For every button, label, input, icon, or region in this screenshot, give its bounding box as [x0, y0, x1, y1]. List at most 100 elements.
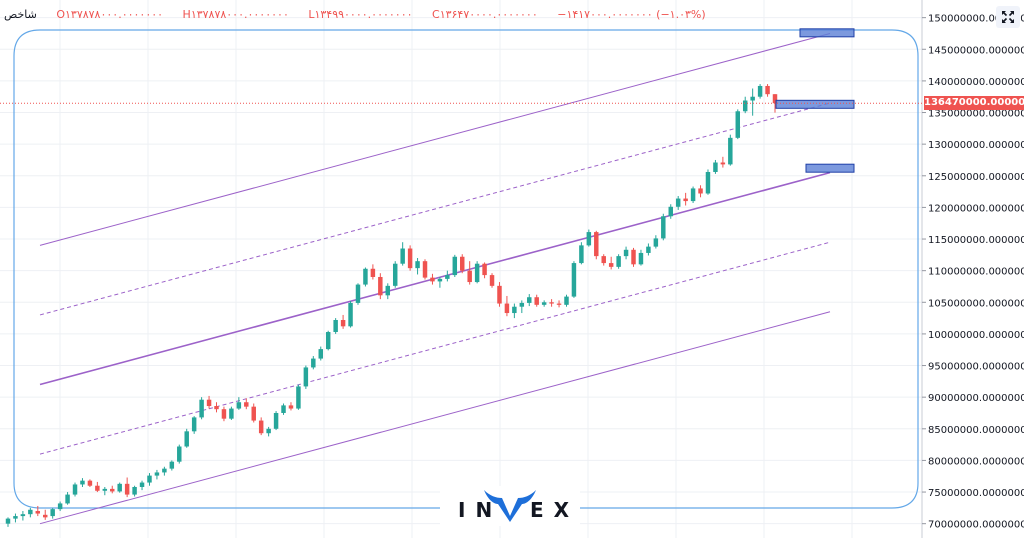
candle-body — [549, 302, 554, 304]
candle-body — [497, 285, 502, 304]
channel-lower-dashed-line — [39, 241, 831, 455]
candle-body — [653, 238, 659, 247]
candle — [668, 204, 673, 219]
candle-body — [303, 367, 309, 387]
candle — [5, 517, 11, 527]
candle — [608, 256, 614, 270]
candle — [742, 96, 748, 114]
candle — [281, 403, 286, 415]
candle — [519, 300, 525, 314]
candle — [355, 283, 361, 305]
candle-body — [20, 514, 26, 517]
y-tick-label: 140000000.0000000 — [928, 77, 1024, 88]
candle — [42, 509, 48, 520]
candle — [191, 416, 197, 434]
candle — [631, 247, 636, 267]
candle-body — [154, 472, 160, 476]
candle — [601, 254, 606, 266]
candle — [318, 346, 323, 361]
candle — [258, 417, 264, 436]
price-projection-frame — [13, 29, 919, 509]
candle — [564, 294, 569, 307]
candle — [147, 473, 152, 486]
candles-group — [5, 84, 778, 527]
candle-body — [460, 256, 465, 271]
expand-arrows-icon — [1002, 11, 1014, 23]
candle-body — [177, 446, 182, 462]
y-tick-label: 100000000.0000000 — [928, 330, 1024, 341]
symbol-name[interactable]: شاخص — [4, 8, 37, 21]
candle-body — [430, 277, 435, 282]
candle — [221, 406, 227, 422]
candle — [728, 134, 733, 166]
candle-body — [757, 85, 763, 97]
target-zone-box — [775, 99, 855, 109]
candle-body — [482, 263, 487, 276]
candle — [206, 395, 212, 409]
channel-lower-line — [39, 311, 831, 525]
candle — [534, 294, 539, 307]
candle-body — [117, 483, 122, 492]
candle-body — [199, 399, 204, 418]
price-axis-background — [922, 0, 1024, 538]
candle — [489, 273, 495, 288]
invex-logo: IN EX — [440, 486, 580, 526]
candle-body — [579, 245, 584, 264]
candle — [683, 192, 688, 206]
candle-body — [35, 511, 41, 514]
candle-body — [72, 484, 78, 495]
candle-body — [474, 263, 480, 283]
candle-body — [675, 198, 681, 207]
candle — [512, 303, 517, 319]
y-tick-label: 150000000.0000000 — [928, 14, 1024, 25]
candle — [288, 402, 294, 411]
candle — [311, 356, 316, 370]
candle — [690, 186, 696, 203]
candle — [35, 505, 41, 517]
candle-body — [594, 232, 599, 257]
candle-body — [325, 332, 331, 350]
candle-body — [504, 303, 510, 314]
y-tick-label: 70000000.0000000 — [928, 520, 1024, 531]
candle — [296, 384, 301, 410]
candle — [325, 330, 331, 351]
candle — [504, 295, 510, 317]
candle-body — [601, 256, 606, 264]
candle — [117, 482, 122, 493]
candle — [385, 283, 391, 300]
close-value: C۱۳۶۴۷۰۰۰۰.۰۰۰۰۰۰۰ — [432, 8, 538, 21]
logo-text-left: IN — [458, 498, 502, 522]
candle-body — [392, 263, 398, 286]
candle-body — [765, 85, 770, 95]
candle — [467, 261, 472, 285]
candle-body — [556, 303, 562, 305]
candle — [422, 259, 428, 280]
candle-body — [80, 480, 85, 485]
candle-body — [214, 406, 219, 410]
candle — [527, 294, 532, 307]
candle — [594, 230, 599, 260]
candle-body — [281, 405, 286, 413]
candle — [497, 282, 502, 307]
candle — [713, 159, 718, 174]
candle-body — [698, 188, 703, 194]
candle — [184, 428, 189, 448]
candle-body — [541, 302, 547, 305]
fullscreen-button[interactable] — [996, 6, 1020, 28]
candle-body — [623, 249, 629, 257]
last-price-tag: 136470000.0000000 — [924, 96, 1024, 110]
candle — [750, 88, 755, 116]
candle — [72, 482, 78, 497]
candle — [87, 479, 93, 487]
candle-body — [57, 503, 63, 510]
candle-body — [318, 349, 323, 359]
target-zones — [775, 28, 855, 173]
candle — [616, 254, 621, 269]
candle — [13, 513, 18, 523]
candle-body — [42, 514, 48, 518]
candle — [57, 501, 63, 512]
y-tick-label: 145000000.0000000 — [928, 45, 1024, 56]
candle-body — [534, 297, 539, 305]
